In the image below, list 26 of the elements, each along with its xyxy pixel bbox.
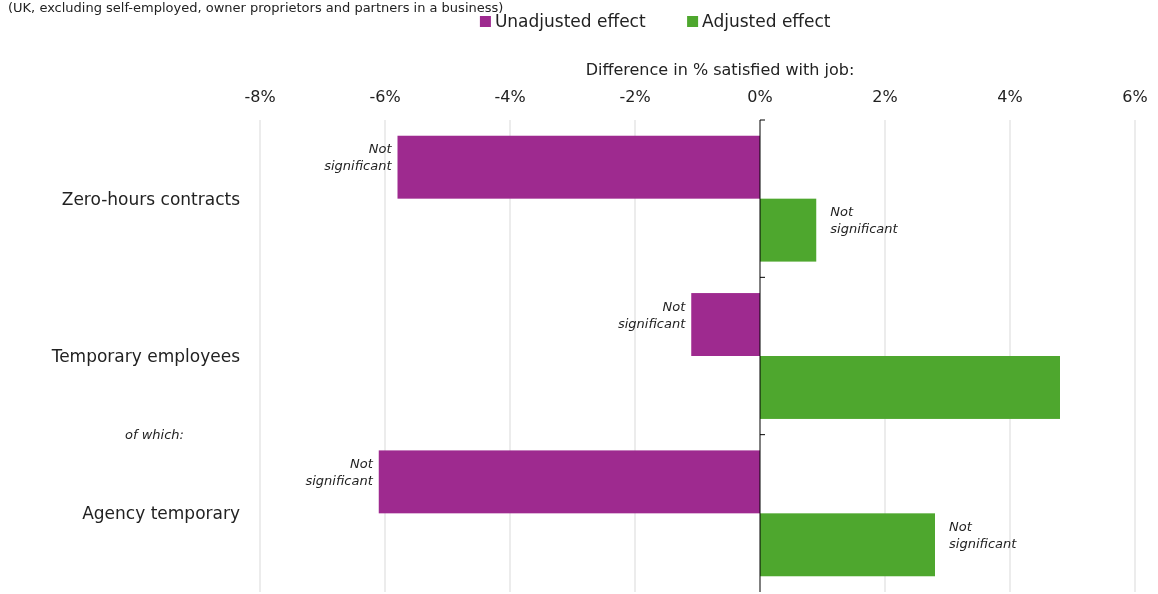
chart-subtitle: (UK, excluding self-employed, owner proprietors and partners in a business) <box>8 0 504 15</box>
y-tick-label: Temporary employees <box>50 346 241 366</box>
x-axis-title: Difference in % satisfied with job: <box>585 60 855 79</box>
x-tick-label: -2% <box>619 87 651 106</box>
y-tick-label: Agency temporary <box>82 503 240 524</box>
bar <box>378 450 760 514</box>
legend-label: Adjusted effect <box>702 11 831 31</box>
x-tick-label: -4% <box>494 87 526 106</box>
x-tick-label: 2% <box>872 87 898 106</box>
bar <box>760 356 1060 419</box>
x-tick-label: 6% <box>1122 87 1148 106</box>
x-tick-label: 0% <box>747 87 773 106</box>
annotation: Not significant <box>617 298 687 331</box>
annotation: Not significant <box>830 204 899 237</box>
x-tick-label: 4% <box>997 87 1023 106</box>
annotation: Not significant <box>324 141 393 174</box>
text: of which: <box>125 426 184 442</box>
bar <box>760 513 935 577</box>
annotation: Not significant <box>305 455 374 488</box>
bar <box>760 198 817 262</box>
bar <box>691 293 760 356</box>
y-tick-label: Zero-hours contracts <box>61 188 241 209</box>
x-tick-label: -8% <box>244 87 276 106</box>
x-tick-label: -6% <box>369 87 401 106</box>
bar <box>397 135 760 199</box>
annotation: Not significant <box>949 518 1018 551</box>
